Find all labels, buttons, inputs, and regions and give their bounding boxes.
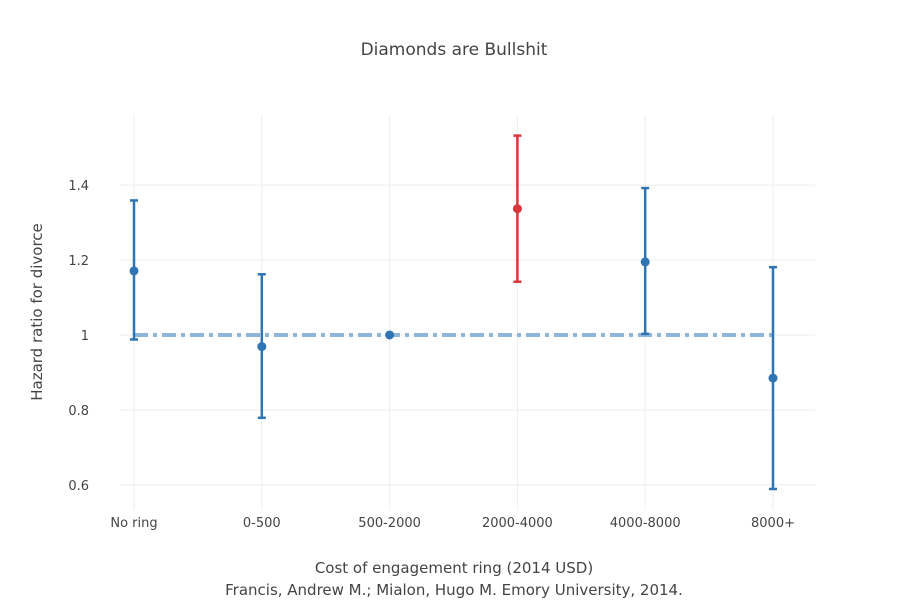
y-tick-label: 0.8 xyxy=(68,404,89,419)
caption: Francis, Andrew M.; Mialon, Hugo M. Emor… xyxy=(225,581,683,599)
data-point xyxy=(385,330,395,340)
data-point-group xyxy=(640,186,650,336)
data-point xyxy=(640,257,650,267)
y-tick-label: 1.2 xyxy=(68,254,89,269)
data-point-group xyxy=(768,265,778,491)
x-tick-label: 0-500 xyxy=(243,516,281,531)
y-axis-label: Hazard ratio for divorce xyxy=(28,223,46,401)
x-tick-label: 4000-8000 xyxy=(610,516,681,531)
data-point xyxy=(512,204,522,214)
y-tick-label: 1 xyxy=(81,329,89,344)
x-axis-label: Cost of engagement ring (2014 USD) xyxy=(315,559,593,577)
tick-labels: 0.6 0.8 1 1.2 1.4 No ring 0-500 500-2000 2000-40… xyxy=(68,179,795,531)
y-tick-label: 0.6 xyxy=(68,479,89,494)
data-point-group xyxy=(257,273,267,420)
x-tick-label: 2000-4000 xyxy=(482,516,553,531)
data-point xyxy=(257,342,267,352)
x-tick-label: 500-2000 xyxy=(358,516,421,531)
data-point-group xyxy=(385,330,395,340)
data-point xyxy=(768,373,778,383)
y-tick-label: 1.4 xyxy=(68,179,89,194)
x-tick-label: No ring xyxy=(110,516,157,531)
x-tick-label: 8000+ xyxy=(751,516,795,531)
data-point-group xyxy=(512,134,522,284)
data-marks xyxy=(129,134,778,491)
gridlines xyxy=(120,115,815,510)
data-point-group xyxy=(129,199,139,341)
chart-title: Diamonds are Bullshit xyxy=(361,40,548,60)
data-point xyxy=(129,266,139,276)
